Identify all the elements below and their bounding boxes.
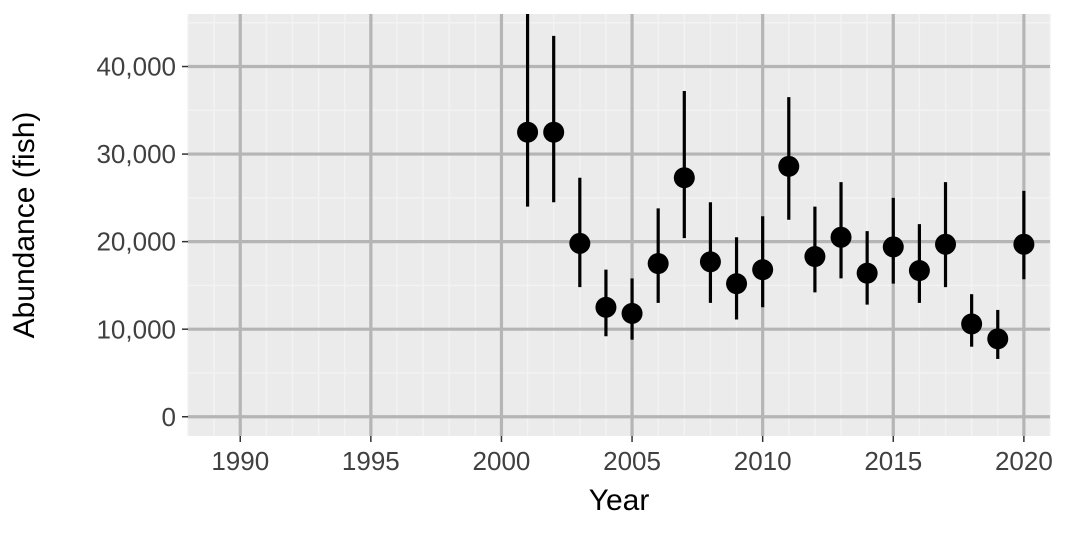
- data-point: [804, 246, 825, 267]
- data-point: [857, 263, 878, 284]
- data-point: [987, 328, 1008, 349]
- data-point: [517, 122, 538, 143]
- y-tick-label: 20,000: [96, 227, 176, 257]
- chart-svg: 1990 1995 2000 2005 2010 2015 2020 0 10,000 20,00…: [0, 0, 1080, 540]
- data-point: [543, 122, 564, 143]
- x-tick-label: 2020: [995, 446, 1053, 476]
- x-tick-label: 2000: [473, 446, 531, 476]
- data-point: [778, 156, 799, 177]
- data-point: [961, 313, 982, 334]
- data-point: [622, 303, 643, 324]
- data-point: [909, 260, 930, 281]
- data-point: [648, 253, 669, 274]
- data-point: [726, 273, 747, 294]
- data-point: [700, 251, 721, 272]
- data-point: [1013, 234, 1034, 255]
- x-tick-label: 1995: [342, 446, 400, 476]
- data-point: [831, 227, 852, 248]
- x-tick-label: 1990: [211, 446, 269, 476]
- y-tick-label: 10,000: [96, 314, 176, 344]
- data-point: [595, 297, 616, 318]
- y-axis-title: Abundance (fish): [8, 112, 41, 339]
- data-point: [935, 234, 956, 255]
- y-tick-label: 30,000: [96, 139, 176, 169]
- data-point: [883, 236, 904, 257]
- abundance-chart: 1990 1995 2000 2005 2010 2015 2020 0 10,000 20,00…: [0, 0, 1080, 540]
- x-axis-title: Year: [589, 484, 650, 517]
- x-tick-label: 2015: [864, 446, 922, 476]
- data-point: [569, 233, 590, 254]
- data-point: [674, 167, 695, 188]
- x-tick-label: 2005: [603, 446, 661, 476]
- y-tick-label: 0: [162, 402, 176, 432]
- x-tick-label: 2010: [734, 446, 792, 476]
- y-tick-label: 40,000: [96, 52, 176, 82]
- data-point: [752, 259, 773, 280]
